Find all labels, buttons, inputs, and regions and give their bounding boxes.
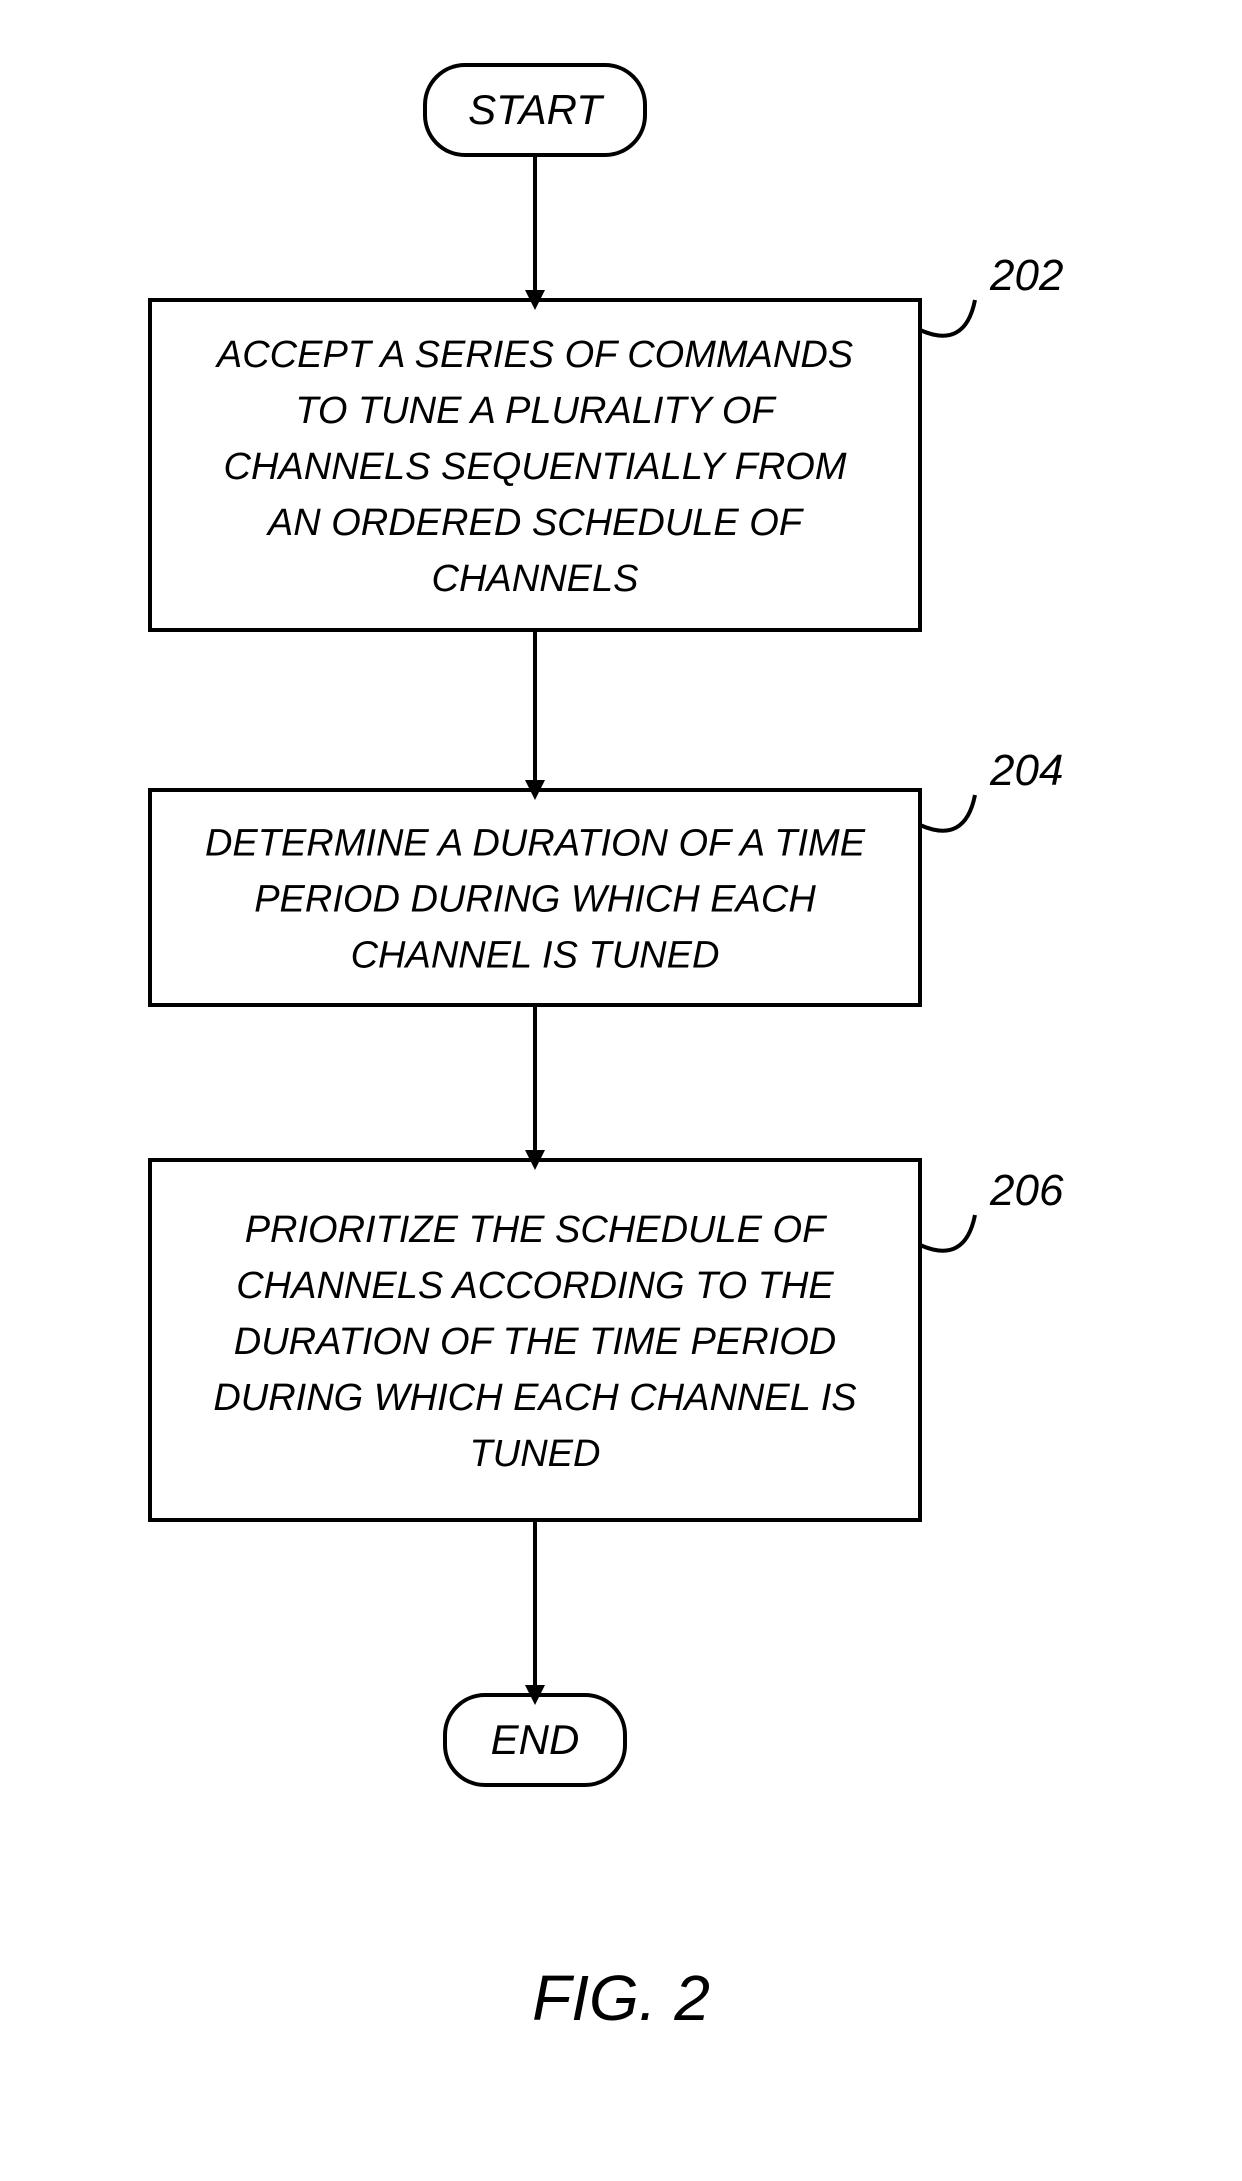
ref-connector-206 bbox=[920, 1215, 975, 1251]
flowchart-figure: START END ACCEPT A SERIES OF COMMANDS TO TU… bbox=[0, 0, 1242, 2181]
process-box-206-line: DURATION OF THE TIME PERIOD bbox=[234, 1321, 836, 1363]
process-box-204-line: CHANNEL IS TUNED bbox=[351, 935, 720, 977]
process-box-206-line: PRIORITIZE THE SCHEDULE OF bbox=[245, 1209, 827, 1251]
process-box-202-line: CHANNELS bbox=[432, 558, 639, 600]
process-box-206-line: CHANNELS ACCORDING TO THE bbox=[236, 1265, 834, 1307]
ref-label-204: 204 bbox=[989, 746, 1063, 795]
figure-caption: FIG. 2 bbox=[532, 1962, 710, 2034]
ref-label-206: 206 bbox=[989, 1166, 1064, 1215]
start-label: START bbox=[468, 86, 605, 133]
process-box-204-line: PERIOD DURING WHICH EACH bbox=[254, 879, 816, 921]
process-box-202-line: TO TUNE A PLURALITY OF bbox=[295, 390, 776, 432]
process-box-206-line: DURING WHICH EACH CHANNEL IS bbox=[213, 1377, 856, 1419]
process-box-202-line: CHANNELS SEQUENTIALLY FROM bbox=[224, 446, 847, 488]
ref-connector-202 bbox=[920, 300, 975, 336]
process-box-202-line: AN ORDERED SCHEDULE OF bbox=[266, 502, 804, 544]
process-box-202-line: ACCEPT A SERIES OF COMMANDS bbox=[215, 334, 853, 376]
process-box-206-line: TUNED bbox=[470, 1433, 601, 1475]
ref-label-202: 202 bbox=[989, 251, 1063, 300]
ref-connector-204 bbox=[920, 795, 975, 831]
end-label: END bbox=[491, 1716, 580, 1763]
process-box-204-line: DETERMINE A DURATION OF A TIME bbox=[205, 823, 866, 865]
